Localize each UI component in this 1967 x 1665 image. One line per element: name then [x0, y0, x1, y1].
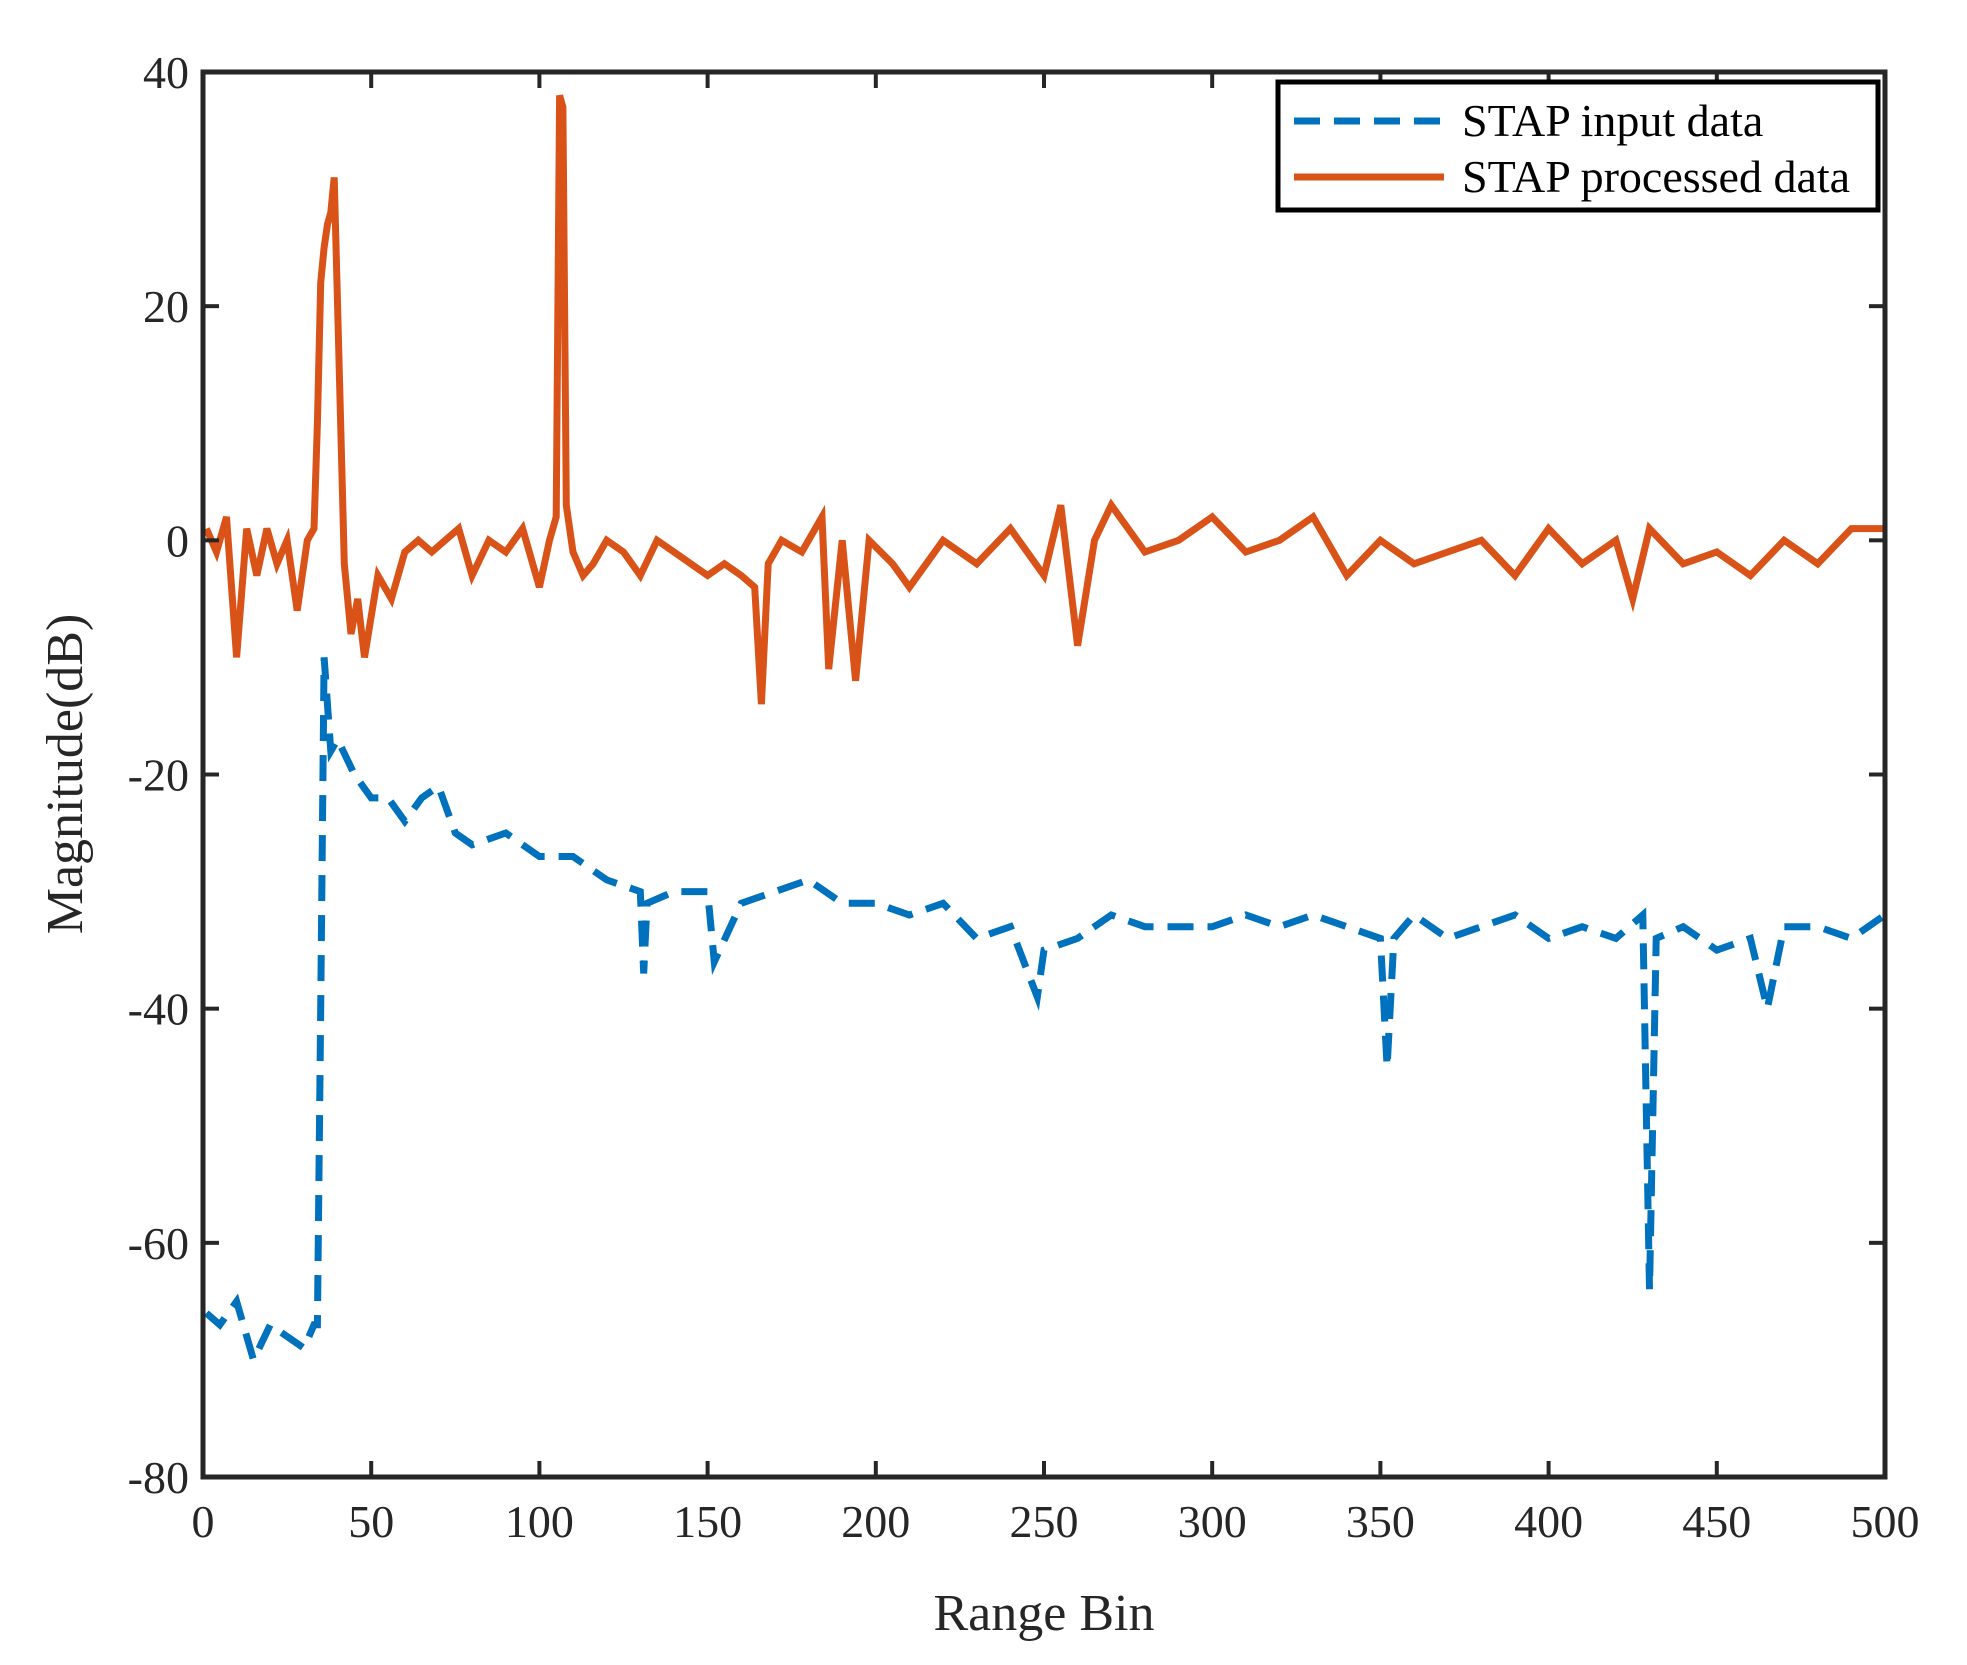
x-axis-label: Range Bin: [934, 1585, 1155, 1642]
y-tick-labels: -80 -60 -40 -20 0 20 40: [128, 47, 189, 1503]
x-tick-labels: 0 50 100 150 200 250 300 350 400 450 500: [192, 1496, 1920, 1547]
x-tick-label: 500: [1851, 1496, 1920, 1547]
x-tick-label: 50: [348, 1496, 394, 1547]
plot-frame: [200, 69, 1888, 1480]
x-tick-label: 200: [841, 1496, 910, 1547]
x-tick-label: 100: [505, 1496, 574, 1547]
x-tick-label: 250: [1010, 1496, 1079, 1547]
series-line-stap-processed-data: [203, 94, 1885, 705]
x-tick-label: 0: [192, 1496, 215, 1547]
y-tick-label: -60: [128, 1218, 189, 1269]
legend-label-input: STAP input data: [1462, 95, 1763, 146]
x-tick-label: 450: [1682, 1496, 1751, 1547]
legend-label-processed: STAP processed data: [1462, 151, 1850, 202]
y-tick-label: -80: [128, 1452, 189, 1503]
series-line-stap-input-data: [204, 657, 1888, 1370]
legend: STAP input data STAP processed data: [1275, 79, 1881, 213]
y-axis-label: Magnitude(dB): [37, 614, 94, 935]
x-tick-label: 300: [1178, 1496, 1247, 1547]
legend-box: [1275, 79, 1881, 213]
y-tick-label: 0: [166, 515, 189, 566]
y-tick-label: 20: [143, 281, 189, 332]
x-tick-label: 350: [1346, 1496, 1415, 1547]
y-tick-label: 40: [143, 47, 189, 98]
y-tick-label: -20: [128, 750, 189, 801]
x-tick-label: 400: [1514, 1496, 1583, 1547]
data-lines: [203, 94, 1888, 1370]
y-tick-label: -40: [128, 984, 189, 1035]
plot-area: [203, 72, 1885, 1477]
x-tick-label: 150: [673, 1496, 742, 1547]
